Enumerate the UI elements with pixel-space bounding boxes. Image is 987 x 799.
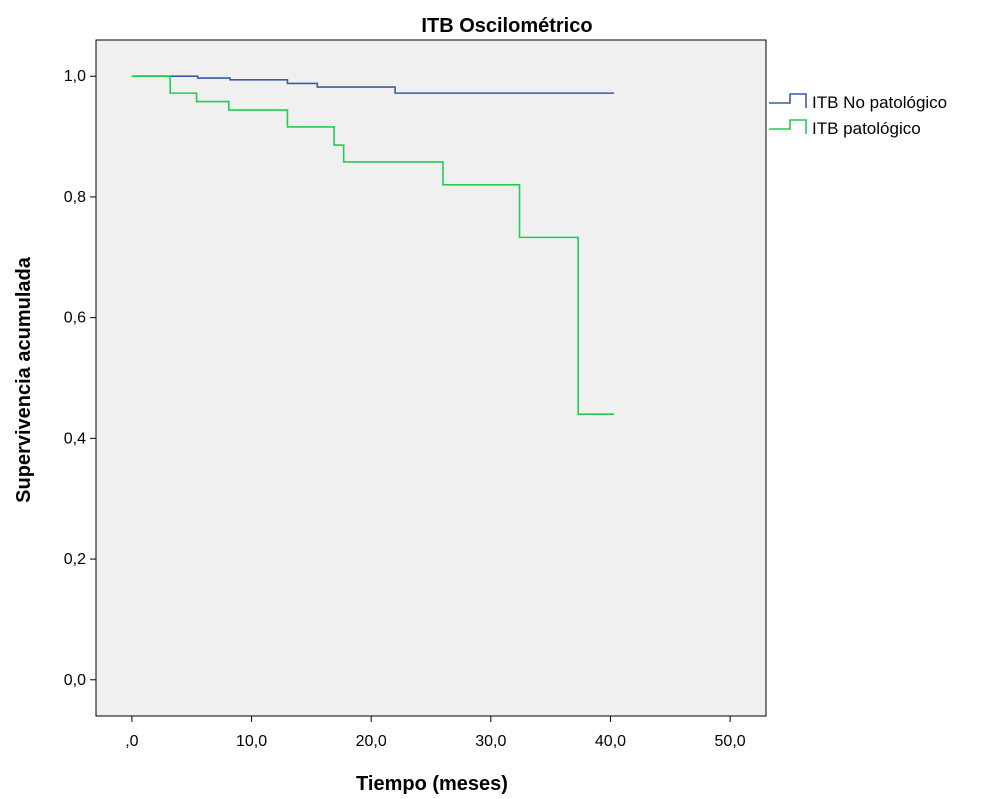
y-axis: 0,0 0,2 0,4 0,6 0,8 1,0 <box>64 68 96 689</box>
y-tick-label: 0,2 <box>64 551 86 568</box>
legend-label: ITB No patológico <box>812 93 947 112</box>
legend-label: ITB patológico <box>812 119 921 138</box>
legend: ITB No patológico ITB patológico <box>769 93 947 138</box>
x-tick-label: 40,0 <box>595 733 626 750</box>
legend-swatch <box>769 93 807 108</box>
x-axis-title: Tiempo (meses) <box>356 773 508 795</box>
y-axis-title: Supervivencia acumulada <box>13 256 35 503</box>
y-tick-label: 0,0 <box>64 672 86 689</box>
legend-item-1: ITB No patológico <box>769 93 947 112</box>
plot-area <box>95 39 767 717</box>
y-tick-label: 0,4 <box>64 430 86 447</box>
x-tick-label: ,0 <box>125 733 138 750</box>
y-tick-label: 0,6 <box>64 310 86 327</box>
legend-swatch <box>769 119 807 134</box>
chart-title: ITB Oscilométrico <box>421 15 592 37</box>
series-line-1 <box>131 75 615 94</box>
x-tick-label: 30,0 <box>475 733 506 750</box>
x-axis: ,0 10,0 20,0 30,0 40,0 50,0 <box>125 716 746 750</box>
series-line-2 <box>131 75 615 416</box>
y-tick-label: 1,0 <box>64 68 86 85</box>
x-tick-label: 20,0 <box>356 733 387 750</box>
x-tick-label: 50,0 <box>715 733 746 750</box>
x-tick-label: 10,0 <box>236 733 267 750</box>
y-tick-label: 0,8 <box>64 189 86 206</box>
series-layer <box>131 75 615 416</box>
legend-item-2: ITB patológico <box>769 119 921 138</box>
